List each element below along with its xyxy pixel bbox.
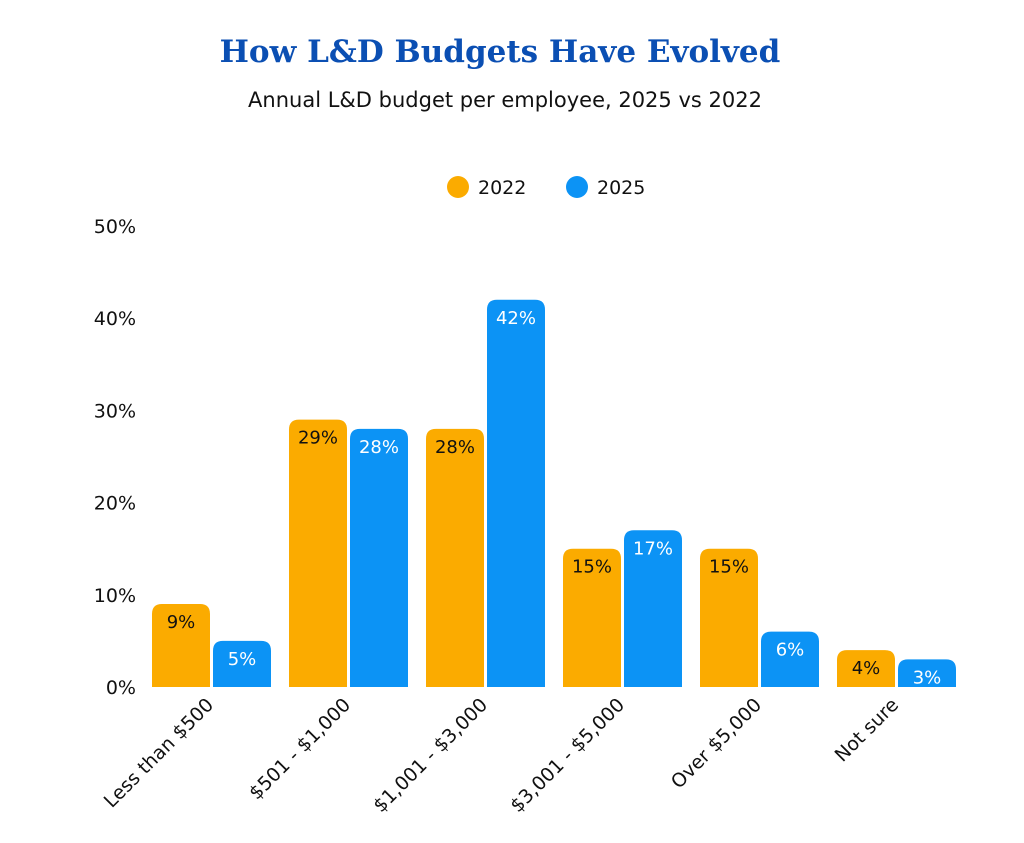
bar-2022-4 bbox=[700, 548, 758, 687]
value-label-2025-0: 5% bbox=[228, 649, 257, 670]
bar-2025-3 bbox=[624, 530, 682, 687]
legend: 2022 2025 bbox=[447, 176, 645, 199]
y-tick-label: 10% bbox=[94, 585, 136, 607]
category-label: Over $5,000 bbox=[667, 694, 766, 793]
y-axis: 0% 10% 20% 30% 40% 50% bbox=[94, 216, 136, 699]
legend-marker-2025 bbox=[566, 176, 588, 198]
legend-label-2022: 2022 bbox=[478, 177, 526, 199]
value-label-2025-4: 6% bbox=[776, 640, 805, 661]
bar-2025-5 bbox=[898, 659, 956, 687]
bar-2025-4 bbox=[761, 631, 819, 687]
legend-marker-2022 bbox=[447, 176, 469, 198]
value-label-2025-3: 17% bbox=[633, 538, 673, 559]
y-tick-label: 50% bbox=[94, 216, 136, 238]
y-tick-label: 30% bbox=[94, 400, 136, 422]
value-label-2022-0: 9% bbox=[167, 612, 196, 633]
y-tick-label: 40% bbox=[94, 308, 136, 330]
value-label-2025-2: 42% bbox=[496, 308, 536, 329]
value-label-2025-5: 3% bbox=[913, 667, 942, 688]
chart-title: How L&D Budgets Have Evolved bbox=[219, 34, 781, 70]
category-label: $1,001 - $3,000 bbox=[369, 694, 492, 817]
x-axis: Less than $500 $501 - $1,000 $1,001 - $3,0… bbox=[100, 694, 903, 817]
bar-2022-1 bbox=[289, 419, 347, 687]
value-label-2022-2: 28% bbox=[435, 437, 475, 458]
chart-subtitle: Annual L&D budget per employee, 2025 vs … bbox=[248, 88, 762, 112]
value-label-2022-1: 29% bbox=[298, 428, 338, 449]
bar-2022-3 bbox=[563, 548, 621, 687]
bar-2022-5 bbox=[837, 650, 895, 687]
legend-label-2025: 2025 bbox=[597, 177, 645, 199]
category-label: $501 - $1,000 bbox=[245, 694, 355, 804]
y-tick-label: 20% bbox=[94, 493, 136, 515]
bar-2025-2 bbox=[487, 299, 545, 687]
value-label-2022-3: 15% bbox=[572, 557, 612, 578]
y-tick-label: 0% bbox=[106, 677, 136, 699]
value-label-2025-1: 28% bbox=[359, 437, 399, 458]
bar-2025-1 bbox=[350, 428, 408, 687]
category-label: Less than $500 bbox=[100, 694, 218, 812]
category-label: Not sure bbox=[831, 694, 903, 766]
category-label: $3,001 - $5,000 bbox=[506, 694, 629, 817]
value-label-2022-4: 15% bbox=[709, 557, 749, 578]
bar-2025-0 bbox=[213, 640, 271, 687]
value-label-2022-5: 4% bbox=[852, 658, 881, 679]
bars: 9% 5% 29% 28% 28% 42% 15% 17% 15% 6% 4% 3% bbox=[152, 299, 956, 688]
bar-2022-0 bbox=[152, 604, 210, 687]
bar-2022-2 bbox=[426, 428, 484, 687]
